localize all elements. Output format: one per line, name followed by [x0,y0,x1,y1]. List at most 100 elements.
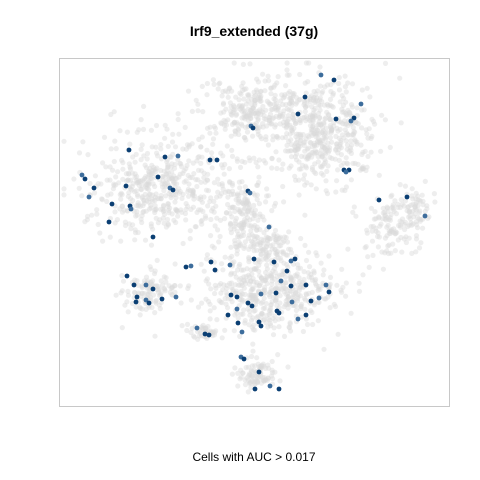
background-cell [255,379,261,385]
background-cell [281,94,288,100]
highlighted-cell [91,185,97,191]
background-cell [249,368,255,374]
background-cell [97,230,103,236]
background-cell [312,151,318,157]
background-cell [319,137,325,143]
background-cell [219,335,225,341]
background-cell [200,109,206,115]
background-cell [384,224,390,230]
background-cell [312,130,318,136]
background-cell [167,175,173,181]
background-cell [138,146,144,152]
background-cell [180,170,186,176]
background-cell [194,158,200,164]
background-cell [336,80,342,87]
background-cell [231,270,238,277]
background-cell [291,291,297,297]
background-cell [158,195,164,201]
background-cell [319,143,325,149]
background-cell [113,292,119,298]
background-cell [169,211,175,217]
background-cell [174,181,180,187]
background-cell [238,210,244,216]
background-cell [336,135,342,141]
background-cell [386,242,392,248]
background-cell [242,116,248,122]
background-cell [292,173,298,179]
background-cell [333,147,339,153]
background-cell [366,264,372,270]
background-cell [297,285,303,291]
background-cell [240,80,246,86]
background-cell [228,221,234,227]
background-cell [313,91,319,97]
background-cell [269,246,275,252]
background-cell [368,149,374,155]
background-cell [306,60,312,66]
highlighted-cell [422,213,428,219]
background-cell [246,155,252,161]
background-cell [375,230,381,236]
background-cell [239,282,245,289]
background-cell [295,265,301,271]
background-cell [268,323,274,329]
background-cell [259,363,265,369]
background-cell [244,375,250,381]
background-cell [208,286,214,292]
background-cell [325,294,331,300]
background-cell [289,127,295,133]
background-cell [326,253,332,259]
background-cell [240,200,246,206]
background-cell [137,304,143,310]
background-cell [273,134,280,140]
background-cell [218,290,224,296]
highlighted-cell [289,299,295,305]
background-cell [295,144,301,150]
background-cell [376,214,382,220]
highlighted-cell [348,118,354,124]
background-cell [173,195,179,201]
background-cell [114,217,120,223]
background-cell [155,289,162,295]
background-cell [161,203,167,209]
background-cell [256,256,262,263]
background-cell [265,375,272,381]
background-cell [382,235,388,241]
background-cell [326,285,332,292]
background-cell [228,226,234,232]
background-cell [298,135,304,141]
background-cell [413,190,419,196]
background-cell [236,234,242,240]
background-cell [85,152,91,158]
background-cell [216,181,222,187]
background-cell [320,163,326,169]
background-cell [279,272,285,278]
background-cell [283,83,289,89]
background-cell [179,195,185,201]
background-cell [146,286,152,292]
background-cell [285,295,292,301]
highlighted-cell [124,273,130,279]
background-cell [129,183,135,190]
background-cell [369,228,375,234]
background-cell [198,194,204,200]
background-cell [284,296,291,303]
background-cell [208,216,214,223]
background-cell [343,184,349,190]
background-cell [172,144,179,150]
background-cell [256,375,263,381]
background-cell [244,201,250,208]
background-cell [379,249,385,255]
background-cell [401,203,407,209]
background-cell [248,367,254,373]
background-cell [237,243,243,249]
background-cell [237,333,243,339]
background-cell [354,105,360,111]
background-cell [244,278,250,284]
background-cell [141,178,147,184]
background-cell [406,222,412,228]
background-cell [319,125,326,131]
background-cell [406,214,412,220]
background-cell [237,207,243,213]
background-cell [254,224,260,230]
